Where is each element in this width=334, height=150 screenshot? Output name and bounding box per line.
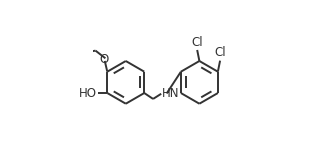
Text: HN: HN: [162, 87, 179, 100]
Text: HO: HO: [79, 87, 97, 100]
Text: O: O: [100, 53, 109, 66]
Text: Cl: Cl: [214, 46, 226, 59]
Text: Cl: Cl: [191, 36, 203, 49]
